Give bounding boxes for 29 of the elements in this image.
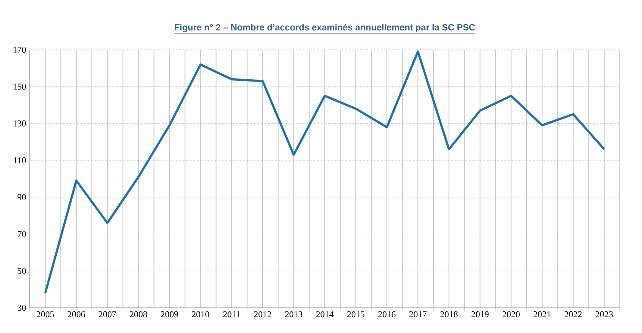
y-tick-label: 130 xyxy=(14,120,26,127)
x-tick-label: 2017 xyxy=(410,312,427,318)
y-tick-label: 70 xyxy=(18,231,26,238)
y-tick-label: 50 xyxy=(18,268,26,274)
x-tick-label: 2021 xyxy=(534,312,551,318)
x-tick-label: 2018 xyxy=(440,312,458,318)
x-tick-label: 2008 xyxy=(130,312,148,318)
x-tick-label: 2005 xyxy=(36,312,54,318)
x-tick-label: 2013 xyxy=(285,312,303,318)
x-tick-label: 2019 xyxy=(472,312,489,318)
x-tick-label: 2016 xyxy=(378,312,396,318)
x-tick-label: 2011 xyxy=(223,312,240,318)
x-tick-label: 2015 xyxy=(347,312,365,318)
line-series xyxy=(44,50,606,294)
x-tick-label: 2023 xyxy=(596,312,614,318)
x-tick-label: 2006 xyxy=(68,312,86,318)
x-tick-label: 2014 xyxy=(316,312,334,318)
y-tick-label: 110 xyxy=(14,158,26,164)
x-tick-label: 2022 xyxy=(564,312,582,318)
x-tick-label: 2020 xyxy=(502,312,520,318)
x-tick-label: 2012 xyxy=(254,312,272,318)
y-tick-label: 170 xyxy=(14,46,26,54)
x-tick-label: 2007 xyxy=(99,312,116,318)
chart-title: Figure n° 2 – Nombre d’accords examinés annuellement par la SC PSC xyxy=(175,24,476,33)
x-tick-label: 2010 xyxy=(192,312,210,318)
y-tick-label: 30 xyxy=(18,304,26,312)
y-tick-label: 90 xyxy=(18,194,26,200)
x-tick-label: 2009 xyxy=(161,312,178,318)
y-tick-label: 150 xyxy=(14,84,26,90)
